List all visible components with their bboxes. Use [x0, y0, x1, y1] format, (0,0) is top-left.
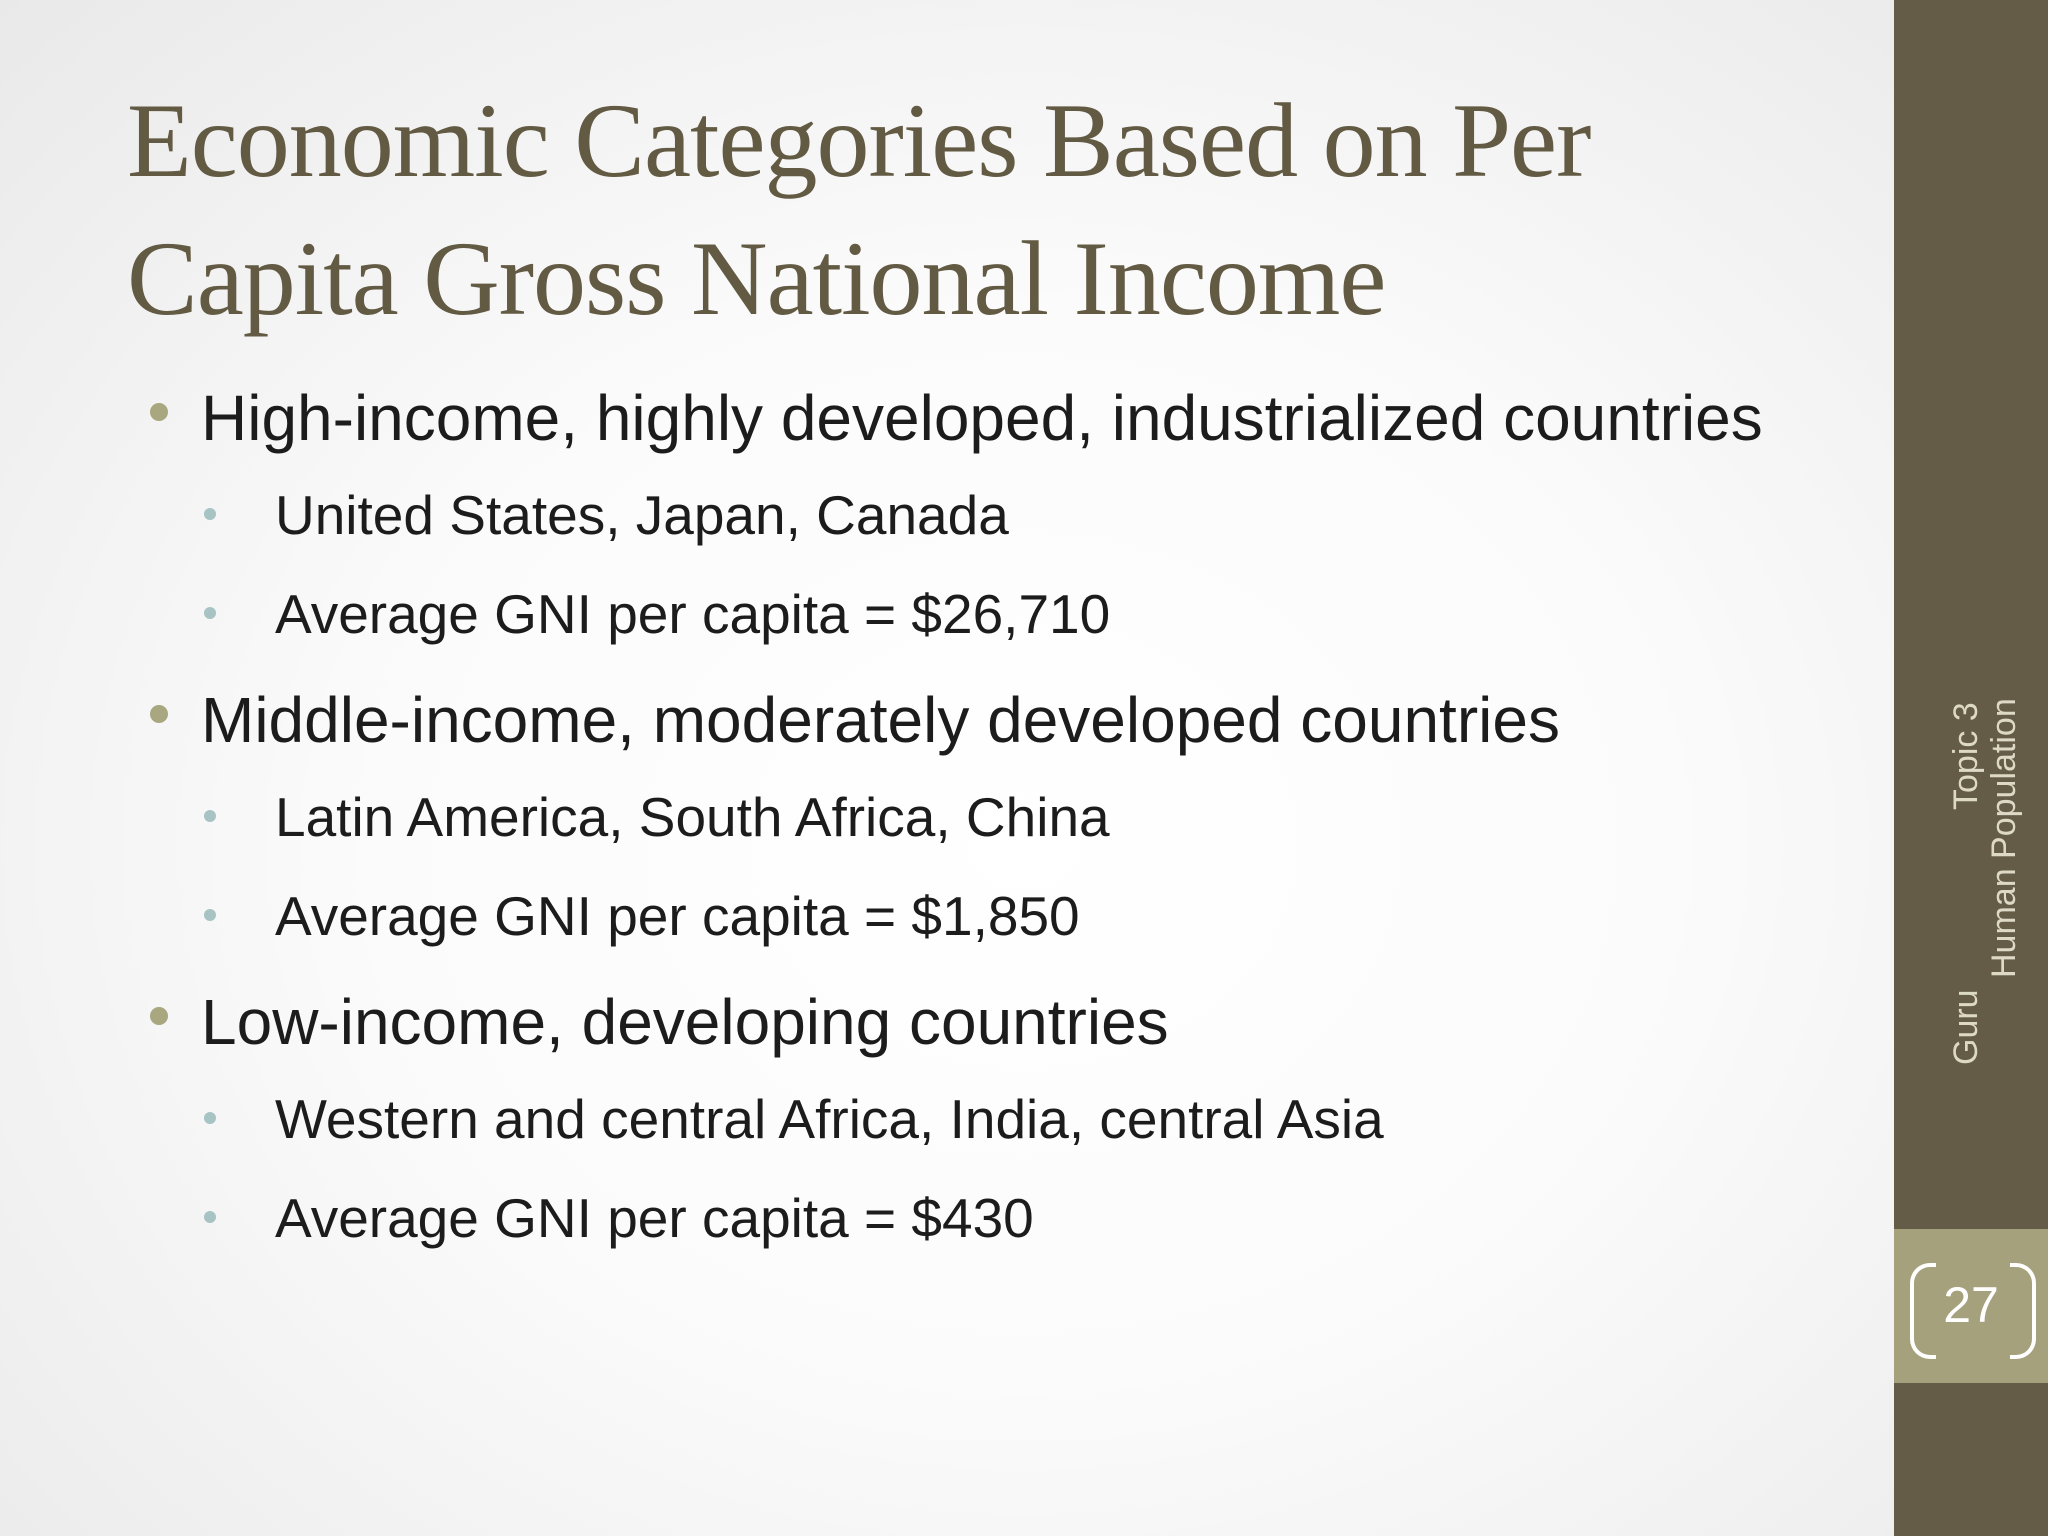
bullet-dot-icon	[204, 810, 216, 822]
page-number-box: 27	[1894, 1229, 2048, 1383]
bullet-dot-icon	[150, 1007, 168, 1025]
bullet-dot-icon	[204, 1112, 216, 1124]
right-brace-icon	[2010, 1263, 2036, 1359]
vertical-footer: Guru Topic 3 Human Population	[1894, 680, 2048, 1100]
slide-title: Economic Categories Based on Per Capita …	[127, 82, 1591, 337]
bullet-dot-icon	[204, 607, 216, 619]
bullet-text: Average GNI per capita = $430	[275, 1187, 1034, 1249]
bullet-text: High-income, highly developed, industria…	[201, 382, 1763, 454]
page-number: 27	[1943, 1277, 1999, 1333]
footer-guru: Guru	[1947, 989, 1985, 1065]
bullet-text: Middle-income, moderately developed coun…	[201, 684, 1560, 756]
bullet-text: Average GNI per capita = $1,850	[275, 885, 1080, 947]
bullet-dot-icon	[150, 705, 168, 723]
footer-subject: Human Population	[1985, 698, 2023, 978]
bullet-level1: Middle-income, moderately developed coun…	[140, 672, 1860, 768]
category-low-income: Low-income, developing countries Western…	[140, 974, 1860, 1268]
category-high-income: High-income, highly developed, industria…	[140, 370, 1860, 664]
bullet-text: Latin America, South Africa, China	[275, 786, 1110, 848]
category-middle-income: Middle-income, moderately developed coun…	[140, 672, 1860, 966]
bullet-level2: Average GNI per capita = $430	[140, 1169, 1860, 1268]
bullet-level1: Low-income, developing countries	[140, 974, 1860, 1070]
bullet-level2: Average GNI per capita = $26,710	[140, 565, 1860, 664]
left-brace-icon	[1910, 1263, 1936, 1359]
bullet-dot-icon	[204, 909, 216, 921]
bullet-text: Western and central Africa, India, centr…	[275, 1088, 1384, 1150]
bullet-dot-icon	[150, 403, 168, 421]
bullet-text: Low-income, developing countries	[201, 986, 1169, 1058]
bullet-level2: Average GNI per capita = $1,850	[140, 867, 1860, 966]
bullet-text: Average GNI per capita = $26,710	[275, 583, 1111, 645]
bullet-level2: Western and central Africa, India, centr…	[140, 1070, 1860, 1169]
footer-topic: Topic 3	[1947, 702, 1985, 810]
slide-content: High-income, highly developed, industria…	[140, 370, 1860, 1276]
bullet-text: United States, Japan, Canada	[275, 484, 1009, 546]
bullet-level2: United States, Japan, Canada	[140, 466, 1860, 565]
bullet-level2: Latin America, South Africa, China	[140, 768, 1860, 867]
bullet-level1: High-income, highly developed, industria…	[140, 370, 1860, 466]
bullet-dot-icon	[204, 508, 216, 520]
bullet-dot-icon	[204, 1211, 216, 1223]
